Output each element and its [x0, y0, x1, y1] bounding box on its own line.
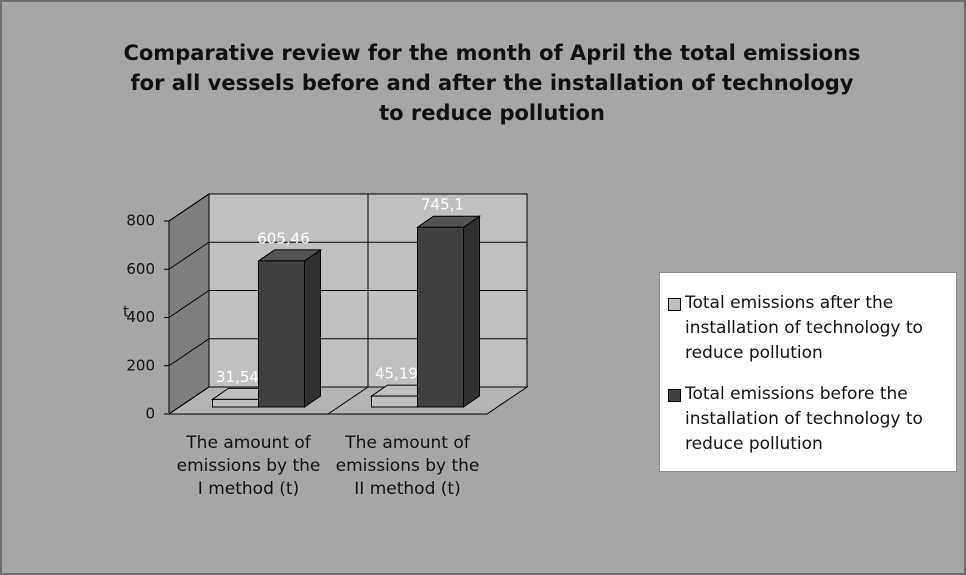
legend: Total emissions after the installation o… — [659, 272, 957, 472]
legend-entry: Total emissions after the installation o… — [668, 291, 950, 366]
y-axis-label: t — [123, 303, 129, 321]
grid-line — [168, 193, 527, 222]
chart-title: Comparative review for the month of Apri… — [123, 41, 861, 125]
bar-front — [212, 398, 259, 408]
value-label: 745,1 — [421, 196, 464, 214]
y-tick-label: 400 — [126, 308, 155, 326]
value-label: 605,46 — [257, 229, 310, 247]
legend-label: Total emissions after the installation o… — [685, 293, 923, 363]
legend-swatch — [668, 298, 681, 311]
y-tick-label: 600 — [126, 260, 155, 278]
y-tick-label: 800 — [126, 212, 155, 230]
y-tick-label: 0 — [145, 405, 155, 423]
bar — [256, 248, 323, 408]
legend-entry: Total emissions before the installation … — [668, 382, 950, 457]
bar-front — [371, 395, 418, 408]
bar-side — [463, 215, 480, 408]
x-tick-label: The amount of emissions by the II method… — [335, 433, 480, 499]
bar-front — [258, 260, 305, 408]
value-label: 31,54 — [216, 368, 259, 386]
legend-label: Total emissions before the installation … — [685, 384, 923, 454]
y-tick-label: 200 — [126, 356, 155, 374]
bar-side — [304, 248, 321, 408]
bar — [415, 215, 482, 408]
bar-front — [417, 226, 464, 408]
legend-swatch — [668, 389, 681, 402]
value-label: 45,19 — [375, 365, 418, 383]
x-tick-label: The amount of emissions by the I method … — [176, 433, 321, 499]
